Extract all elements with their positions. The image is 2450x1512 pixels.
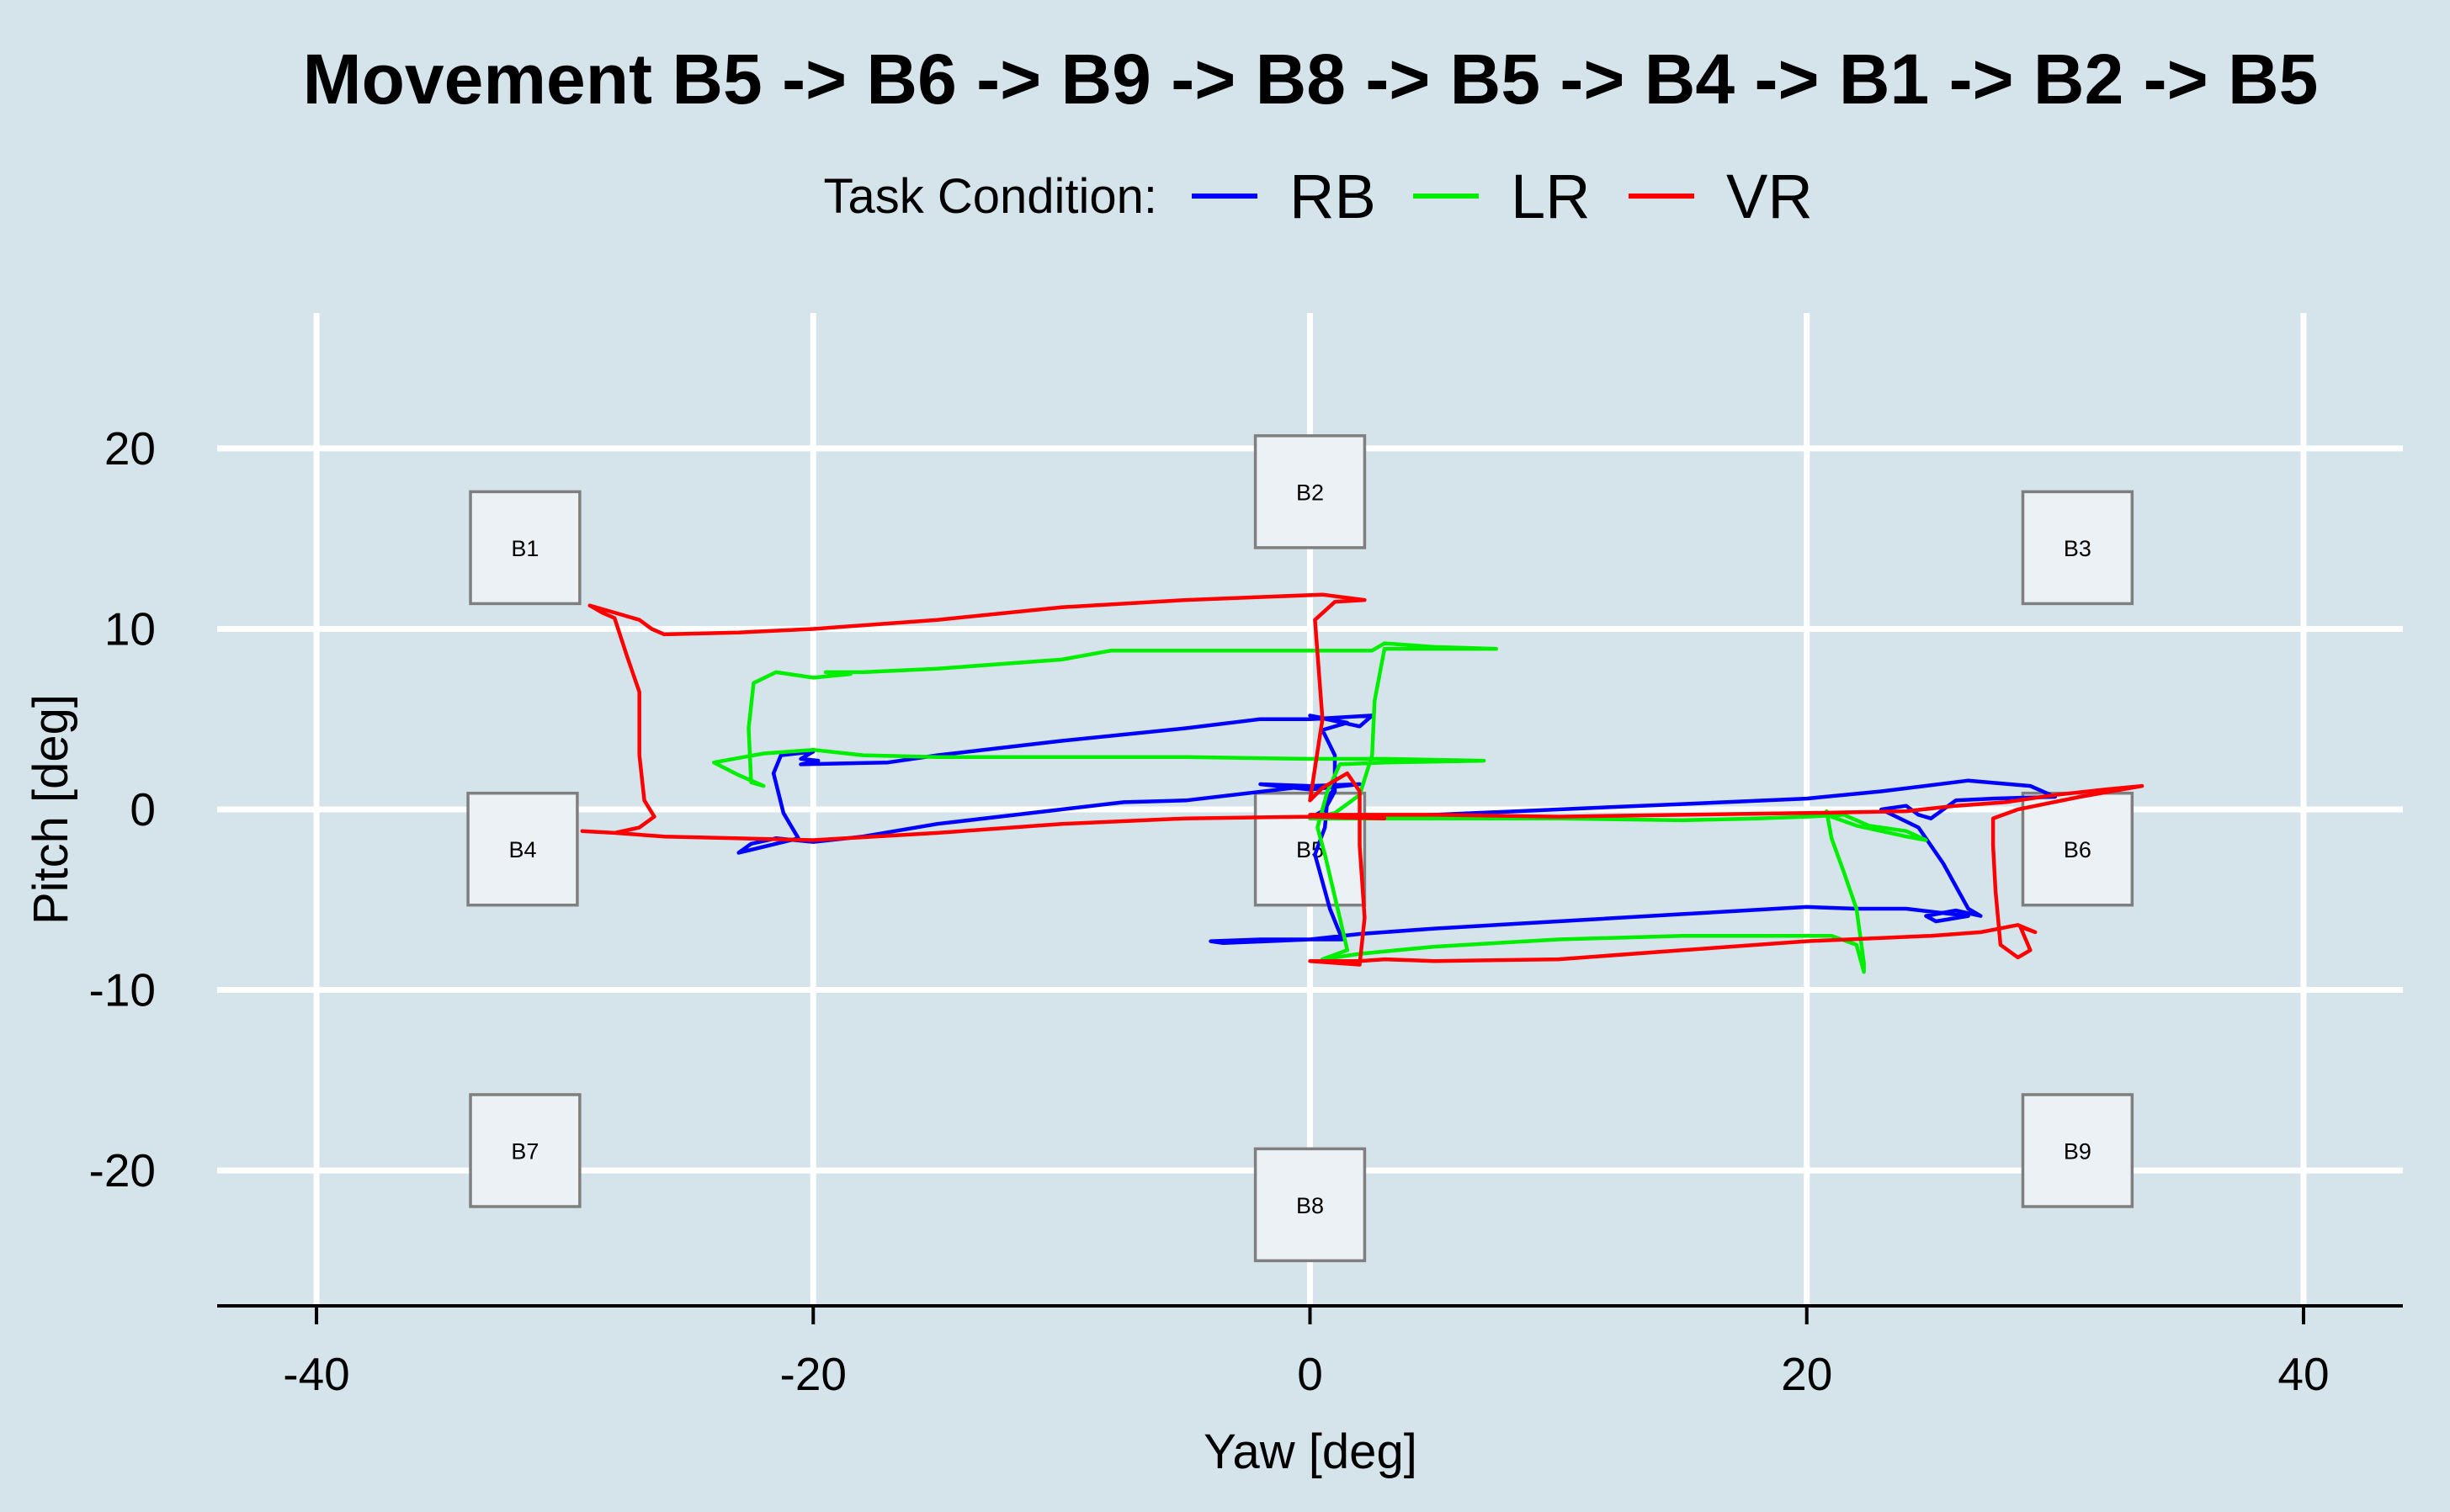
x-axis-label: Yaw [deg]: [1204, 1424, 1417, 1479]
target-box: [1253, 791, 1367, 907]
target-box: [2021, 490, 2134, 606]
target-b5: B5: [1253, 791, 1367, 907]
target-label: B6: [2064, 837, 2091, 862]
target-label: B9: [2064, 1138, 2091, 1164]
y-axis-label: Pitch [deg]: [24, 694, 78, 925]
x-tick-label: 20: [1781, 1348, 1832, 1400]
target-b6: B6: [2021, 791, 2134, 907]
legend-label: LR: [1511, 162, 1591, 231]
target-label: B7: [511, 1138, 539, 1164]
chart-title: Movement B5 -> B6 -> B9 -> B8 -> B5 -> B…: [303, 40, 2319, 119]
legend-label: VR: [1726, 162, 1813, 231]
y-tick-label: 20: [104, 422, 156, 475]
trajectory-traces: [580, 592, 2144, 974]
legend-item-vr: VR: [1629, 162, 1813, 231]
y-tick-label: 0: [130, 783, 156, 836]
y-tick-label: -10: [89, 964, 157, 1016]
target-label: B3: [2064, 536, 2091, 561]
target-b8: B8: [1253, 1147, 1367, 1263]
target-label: B1: [511, 536, 539, 561]
x-tick-label: -40: [283, 1348, 350, 1400]
x-tick-label: 40: [2277, 1348, 2329, 1400]
target-b3: B3: [2021, 490, 2134, 606]
target-b7: B7: [469, 1093, 582, 1208]
target-box: [2021, 791, 2134, 907]
legend-item-lr: LR: [1413, 162, 1591, 231]
legend: Task Condition: RB LR VR: [823, 162, 1812, 231]
target-box: [469, 1093, 582, 1208]
target-label: B2: [1296, 480, 1324, 505]
target-box: [1253, 1147, 1367, 1263]
target-label: B8: [1296, 1193, 1324, 1218]
legend-item-rb: RB: [1192, 162, 1376, 231]
target-box: [466, 791, 579, 907]
y-tick-label: 10: [104, 602, 156, 655]
target-b9: B9: [2021, 1093, 2134, 1208]
trace-vr: [580, 592, 2144, 967]
target-b1: B1: [469, 490, 582, 606]
axes: -40 -20 0 20 40 -20 -10 0 10 20: [89, 422, 2403, 1400]
x-tick-label: 0: [1297, 1348, 1323, 1400]
y-tick-label: -20: [89, 1144, 157, 1196]
target-box: [2021, 1093, 2134, 1208]
legend-title: Task Condition:: [823, 169, 1157, 224]
target-boxes: B1 B2 B3 B4 B5 B6 B7 B8 B9: [466, 434, 2134, 1263]
target-box: [1253, 434, 1367, 549]
trace-lr: [711, 641, 1928, 974]
target-box: [469, 490, 582, 606]
legend-label: RB: [1289, 162, 1376, 231]
target-label: B4: [508, 837, 536, 862]
target-b2: B2: [1253, 434, 1367, 549]
target-b4: B4: [466, 791, 579, 907]
x-tick-label: -20: [780, 1348, 848, 1400]
